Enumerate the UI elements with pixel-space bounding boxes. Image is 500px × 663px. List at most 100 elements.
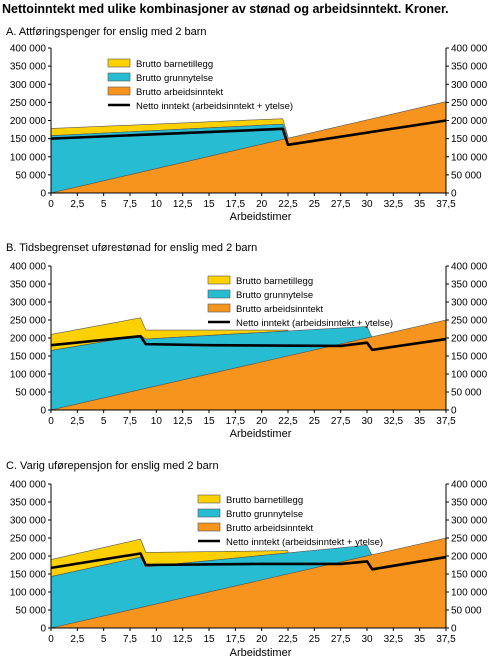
x-tick-label: 25 <box>309 634 321 645</box>
y-tick-label-right: 100 000 <box>451 588 488 599</box>
y-tick-label-left: 350 000 <box>10 280 47 291</box>
legend-label: Netto inntekt (arbeidsinntekt + ytelse) <box>236 318 393 329</box>
legend-swatch <box>107 86 131 96</box>
y-tick-label-right: 150 000 <box>451 570 488 581</box>
legend-label: Brutto barnetillegg <box>136 59 213 70</box>
legend-swatch <box>107 58 131 68</box>
y-tick-label-left: 250 000 <box>10 534 47 545</box>
x-tick-label: 37,5 <box>436 199 456 210</box>
y-tick-label-left: 50 000 <box>15 388 46 399</box>
y-tick-label-right: 400 000 <box>451 480 488 491</box>
x-tick-label: 32,5 <box>384 634 404 645</box>
legend-swatch <box>207 275 231 285</box>
y-tick-label-right: 200 000 <box>451 334 488 345</box>
y-tick-label-left: 100 000 <box>10 370 47 381</box>
x-tick-label: 12,5 <box>173 634 193 645</box>
chart-panel-b: B. Tidsbegrenset uførestønad for enslig … <box>6 242 488 440</box>
y-tick-label-right: 200 000 <box>451 552 488 563</box>
panel-title: B. Tidsbegrenset uførestønad for enslig … <box>6 242 257 254</box>
x-tick-label: 2,5 <box>70 416 84 427</box>
x-tick-label: 7,5 <box>123 634 137 645</box>
x-tick-label: 20 <box>256 199 268 210</box>
x-tick-label: 30 <box>361 199 373 210</box>
y-tick-label-left: 150 000 <box>10 570 47 581</box>
y-tick-label-left: 300 000 <box>10 516 47 527</box>
x-tick-label: 32,5 <box>384 199 404 210</box>
x-axis-title: Arbeidstimer <box>230 647 292 659</box>
legend-label: Brutto arbeidsinntekt <box>136 87 223 98</box>
x-tick-label: 17,5 <box>226 634 246 645</box>
y-tick-label-right: 350 000 <box>451 280 488 291</box>
y-tick-label-left: 400 000 <box>10 480 47 491</box>
y-tick-label-right: 150 000 <box>451 134 488 145</box>
y-tick-label-right: 0 <box>451 189 457 200</box>
line-netto-inntekt <box>50 119 447 147</box>
legend-label: Brutto arbeidsinntekt <box>236 304 323 315</box>
x-tick-label: 10 <box>151 199 163 210</box>
line-netto-inntekt <box>50 334 447 352</box>
y-tick-label-left: 250 000 <box>10 98 47 109</box>
y-tick-label-left: 300 000 <box>10 80 47 91</box>
y-tick-label-right: 100 000 <box>451 152 488 163</box>
legend: Brutto barnetillegg Brutto grunnytelse Bru… <box>107 58 293 112</box>
y-tick-label-left: 0 <box>40 189 46 200</box>
legend-label: Brutto barnetillegg <box>236 276 313 287</box>
y-tick-label-left: 250 000 <box>10 316 47 327</box>
y-tick-label-right: 400 000 <box>451 44 488 55</box>
x-tick-label: 37,5 <box>436 416 456 427</box>
x-tick-label: 12,5 <box>173 199 193 210</box>
line-netto-inntekt <box>50 552 447 571</box>
x-tick-label: 15 <box>203 416 215 427</box>
y-tick-label-left: 150 000 <box>10 134 47 145</box>
x-tick-label: 0 <box>48 199 54 210</box>
x-tick-label: 2,5 <box>70 199 84 210</box>
y-tick-label-left: 350 000 <box>10 62 47 73</box>
y-tick-label-right: 100 000 <box>451 370 488 381</box>
legend-label: Brutto grunnytelse <box>236 290 313 301</box>
x-axis-title: Arbeidstimer <box>230 211 292 223</box>
y-tick-label-right: 200 000 <box>451 116 488 127</box>
x-tick-label: 22,5 <box>278 199 298 210</box>
x-tick-label: 17,5 <box>226 416 246 427</box>
x-tick-label: 25 <box>309 199 321 210</box>
y-tick-label-right: 150 000 <box>451 352 488 363</box>
y-tick-label-left: 100 000 <box>10 152 47 163</box>
legend-swatch <box>197 508 221 518</box>
y-tick-label-left: 200 000 <box>10 116 47 127</box>
x-tick-label: 0 <box>48 634 54 645</box>
legend-label: Netto inntekt (arbeidsinntekt + ytelse) <box>226 537 383 548</box>
legend-swatch <box>207 303 231 313</box>
legend-label: Brutto grunnytelse <box>136 73 213 84</box>
y-tick-label-right: 300 000 <box>451 80 488 91</box>
x-tick-label: 5 <box>101 416 107 427</box>
x-tick-label: 5 <box>101 634 107 645</box>
y-tick-label-left: 400 000 <box>10 44 47 55</box>
x-tick-label: 27,5 <box>331 199 351 210</box>
legend-label: Brutto arbeidsinntekt <box>226 523 313 534</box>
x-tick-label: 22,5 <box>278 416 298 427</box>
x-tick-label: 35 <box>414 199 426 210</box>
x-tick-label: 2,5 <box>70 634 84 645</box>
x-tick-label: 30 <box>361 634 373 645</box>
x-tick-label: 22,5 <box>278 634 298 645</box>
y-tick-label-right: 300 000 <box>451 516 488 527</box>
y-tick-label-left: 50 000 <box>15 606 46 617</box>
y-tick-label-right: 0 <box>451 406 457 417</box>
legend-swatch <box>197 494 221 504</box>
x-tick-label: 15 <box>203 634 215 645</box>
page-title: Nettoinntekt med ulike kombinasjoner av … <box>2 2 449 16</box>
x-axis-title: Arbeidstimer <box>230 428 292 440</box>
legend: Brutto barnetillegg Brutto grunnytelse Bru… <box>207 275 393 329</box>
chart-panel-c: C. Varig uførepensjon for enslig med 2 b… <box>6 460 488 659</box>
x-tick-label: 10 <box>151 634 163 645</box>
x-tick-label: 25 <box>309 416 321 427</box>
legend-label: Netto inntekt (arbeidsinntekt + ytelse) <box>136 101 293 112</box>
x-tick-label: 17,5 <box>226 199 246 210</box>
x-tick-label: 37,5 <box>436 634 456 645</box>
y-tick-label-left: 200 000 <box>10 334 47 345</box>
x-tick-label: 15 <box>203 199 215 210</box>
panel-title: A. Attføringspenger for enslig med 2 bar… <box>6 26 207 38</box>
y-tick-label-right: 50 000 <box>451 606 482 617</box>
y-tick-label-right: 0 <box>451 624 457 635</box>
x-tick-label: 35 <box>414 416 426 427</box>
